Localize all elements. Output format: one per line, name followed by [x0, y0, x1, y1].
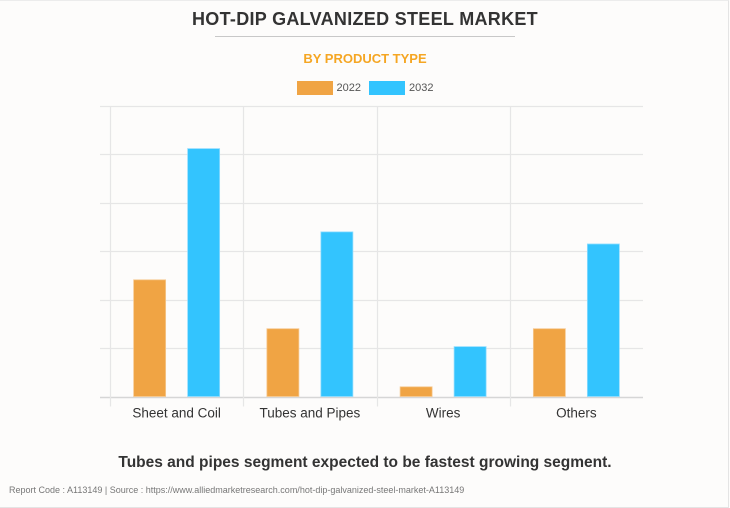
- bar-tubes-and-pipes-2032: [320, 231, 354, 397]
- chart-subtitle: BY PRODUCT TYPE: [303, 51, 427, 66]
- legend-item-2022[interactable]: 2022: [296, 81, 361, 95]
- chart-title: HOT-DIP GALVANIZED STEEL MARKET: [192, 9, 538, 29]
- bar-chart: Sheet and Coil Tubes and Pipes Wires Others: [100, 105, 643, 421]
- legend-swatch-2022: [296, 81, 333, 95]
- legend-item-2032[interactable]: 2032: [369, 81, 433, 95]
- bar-others-2032: [586, 243, 620, 397]
- legend: 2022 2032: [0, 81, 730, 95]
- legend-label-2032: 2032: [409, 82, 434, 94]
- x-tick-label: Others: [556, 406, 597, 421]
- insight-text: Tubes and pipes segment expected to be f…: [118, 454, 612, 471]
- bar-sheet-and-coil-2022: [133, 279, 167, 397]
- x-tick-label: Wires: [426, 406, 461, 421]
- x-tick-label: Tubes and Pipes: [259, 406, 360, 421]
- bar-sheet-and-coil-2032: [187, 148, 221, 397]
- bar-others-2022: [532, 328, 566, 397]
- title-divider: [215, 36, 515, 37]
- bar-wires-2022: [399, 386, 433, 397]
- x-tick-label: Sheet and Coil: [132, 406, 221, 421]
- legend-swatch-2032: [369, 81, 405, 95]
- legend-label-2022: 2022: [336, 82, 361, 94]
- bar-wires-2032: [453, 346, 487, 397]
- source-footer: Report Code : A113149 | Source : https:/…: [9, 485, 465, 495]
- bar-tubes-and-pipes-2022: [266, 328, 300, 397]
